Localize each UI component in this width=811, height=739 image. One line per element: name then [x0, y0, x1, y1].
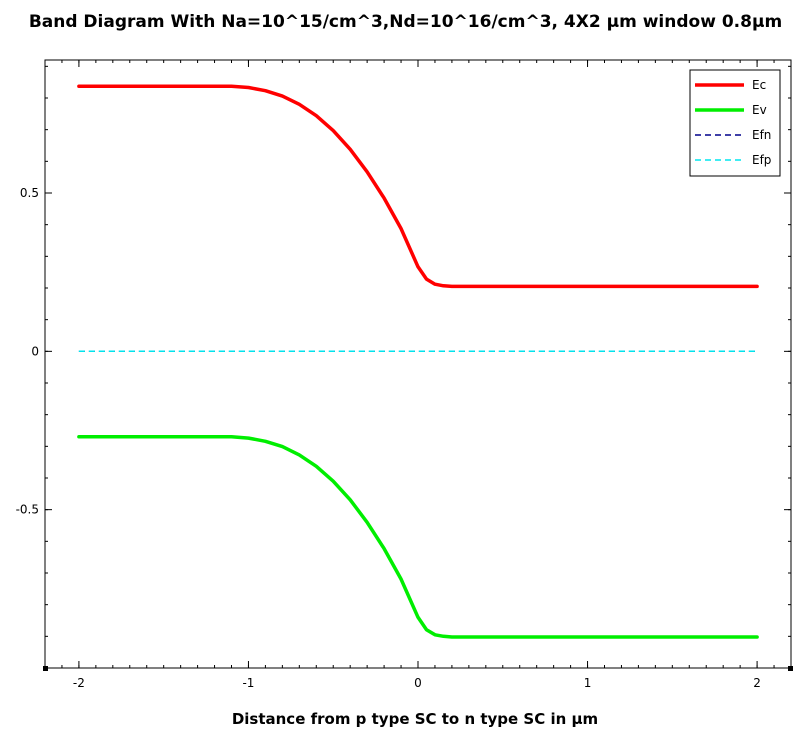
legend-label-efp: Efp: [752, 153, 771, 167]
x-axis-label: Distance from p type SC to n type SC in …: [231, 710, 599, 728]
series-line-ec: [77, 84, 759, 289]
x-tick-label: 1: [584, 676, 592, 690]
x-tick-label: 0: [414, 676, 422, 690]
y-tick-label: 0: [31, 344, 39, 358]
axis-ticks: -2 -1 0 1 2 -0.5 0 0.5: [16, 60, 793, 690]
y-tick-label: -0.5: [16, 503, 39, 517]
axis-corner-marker: [43, 666, 48, 671]
plot-frame: [44, 59, 792, 669]
legend-label-ec: Ec: [752, 78, 766, 92]
axis-corner-marker: [788, 666, 793, 671]
legend: Ec Ev Efn Efp: [689, 69, 781, 177]
series-line-ev: [77, 435, 759, 639]
x-tick-label: 2: [753, 676, 761, 690]
chart-title: Band Diagram With Na=10^15/cm^3,Nd=10^16…: [28, 12, 783, 32]
x-tick-label: -1: [242, 676, 254, 690]
y-tick-label: 0.5: [20, 186, 39, 200]
legend-box: [689, 69, 781, 177]
legend-label-efn: Efn: [752, 128, 771, 142]
legend-label-ev: Ev: [752, 103, 767, 117]
series-lines: [77, 84, 759, 639]
x-tick-label: -2: [73, 676, 85, 690]
